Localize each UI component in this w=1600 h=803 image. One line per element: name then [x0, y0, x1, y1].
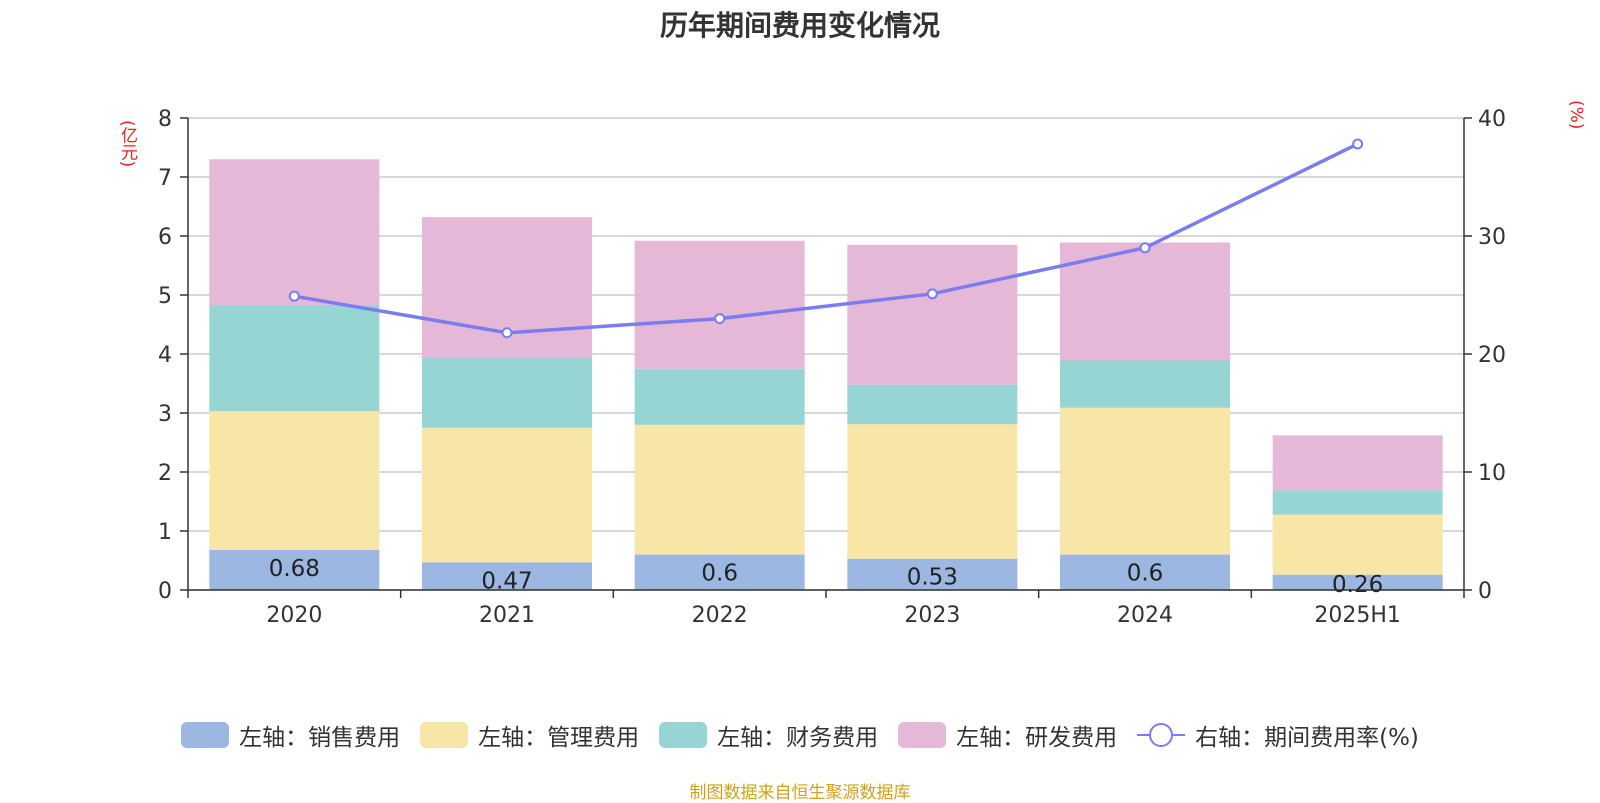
legend-label: 左轴：财务费用 [717, 725, 879, 751]
data-source-note: 制图数据来自恒生聚源数据库 [689, 783, 911, 803]
legend-swatch [181, 722, 230, 748]
legend-label: 左轴：管理费用 [478, 725, 640, 751]
left-axis-tick-label: 4 [158, 343, 172, 368]
bar-segment [1060, 554, 1230, 590]
left-axis-tick-label: 7 [158, 166, 172, 191]
line-marker-icon [1137, 723, 1186, 747]
bar-segment [1060, 360, 1230, 408]
legend-swatch [659, 722, 708, 748]
legend-item-admin[interactable]: 左轴：管理费用 [420, 718, 639, 752]
bar-segment [847, 558, 1018, 590]
bar-data-label: 0.68 [269, 556, 320, 582]
bar-segment [634, 368, 805, 425]
bar-data-label: 0.26 [1332, 572, 1383, 598]
bar-segment [634, 424, 805, 555]
left-axis-tick-label: 6 [158, 225, 172, 250]
expense-rate-point [288, 290, 300, 302]
right-axis-tick-label: 0 [1478, 579, 1492, 604]
bar-segment [847, 384, 1018, 425]
right-axis-tick-label: 30 [1478, 225, 1506, 250]
legend-item-expense-rate[interactable]: 右轴：期间费用率(%) [1137, 718, 1419, 752]
bar-segment [634, 554, 805, 590]
left-axis-tick-label: 0 [158, 579, 172, 604]
bar-segment [422, 562, 592, 590]
x-axis-tick-label: 2020 [266, 603, 322, 628]
right-axis-tick-label: 20 [1478, 343, 1506, 368]
x-axis-tick-label: 2022 [692, 603, 748, 628]
bar-segment [1272, 514, 1443, 575]
bar-segment [1272, 435, 1443, 491]
legend-label: 右轴：期间费用率(%) [1195, 725, 1419, 751]
bar-segment [209, 159, 380, 306]
x-axis-tick-label: 2021 [479, 603, 535, 628]
bar-segment [1272, 490, 1443, 515]
expense-rate-point [1139, 242, 1151, 254]
right-axis-tick-label: 40 [1478, 107, 1506, 132]
legend-swatch [898, 722, 947, 748]
left-axis-tick-label: 2 [158, 461, 172, 486]
legend-item-finance[interactable]: 左轴：财务费用 [659, 718, 878, 752]
expense-rate-point [1352, 138, 1364, 150]
left-axis-tick-label: 3 [158, 402, 172, 427]
expense-rate-line [294, 142, 1359, 335]
bar-segment [847, 424, 1018, 559]
left-axis-tick-label: 8 [158, 107, 172, 132]
left-axis-unit: (亿元) [117, 120, 137, 168]
expense-rate-point [501, 327, 513, 339]
bar-data-label: 0.6 [701, 561, 738, 587]
left-axis-tick-label: 1 [158, 520, 172, 545]
right-axis-tick-label: 10 [1478, 461, 1506, 486]
legend-item-sales[interactable]: 左轴：销售费用 [181, 718, 400, 752]
left-axis-tick-label: 5 [158, 284, 172, 309]
x-axis-tick-label: 2023 [904, 603, 960, 628]
legend-item-rnd[interactable]: 左轴：研发费用 [898, 718, 1117, 752]
bar-segment [634, 240, 805, 369]
bar-data-label: 0.53 [907, 565, 958, 591]
bar-segment [422, 427, 592, 563]
bar-segment [422, 356, 592, 428]
bar-segment [847, 244, 1018, 385]
legend-label: 左轴：销售费用 [239, 725, 401, 751]
expense-rate-point [926, 288, 938, 300]
legend-label: 左轴：研发费用 [956, 725, 1118, 751]
bar-segment [209, 305, 380, 412]
bar-segment [209, 411, 380, 550]
legend-swatch [420, 722, 469, 748]
x-axis-tick-label: 2025H1 [1314, 603, 1401, 628]
bar-segment [1272, 574, 1443, 590]
x-axis-tick-label: 2024 [1117, 603, 1173, 628]
bar-data-label: 0.6 [1127, 561, 1164, 587]
chart-legend: 左轴：销售费用 左轴：管理费用 左轴：财务费用 左轴：研发费用 右轴：期间费用率… [0, 718, 1600, 752]
expense-rate-point [714, 313, 726, 325]
bar-segment [209, 549, 380, 590]
bar-segment [1060, 407, 1230, 555]
right-axis-unit: (%) [1566, 100, 1586, 130]
bar-segment [1060, 242, 1230, 361]
chart-title: 历年期间费用变化情况 [659, 9, 940, 42]
